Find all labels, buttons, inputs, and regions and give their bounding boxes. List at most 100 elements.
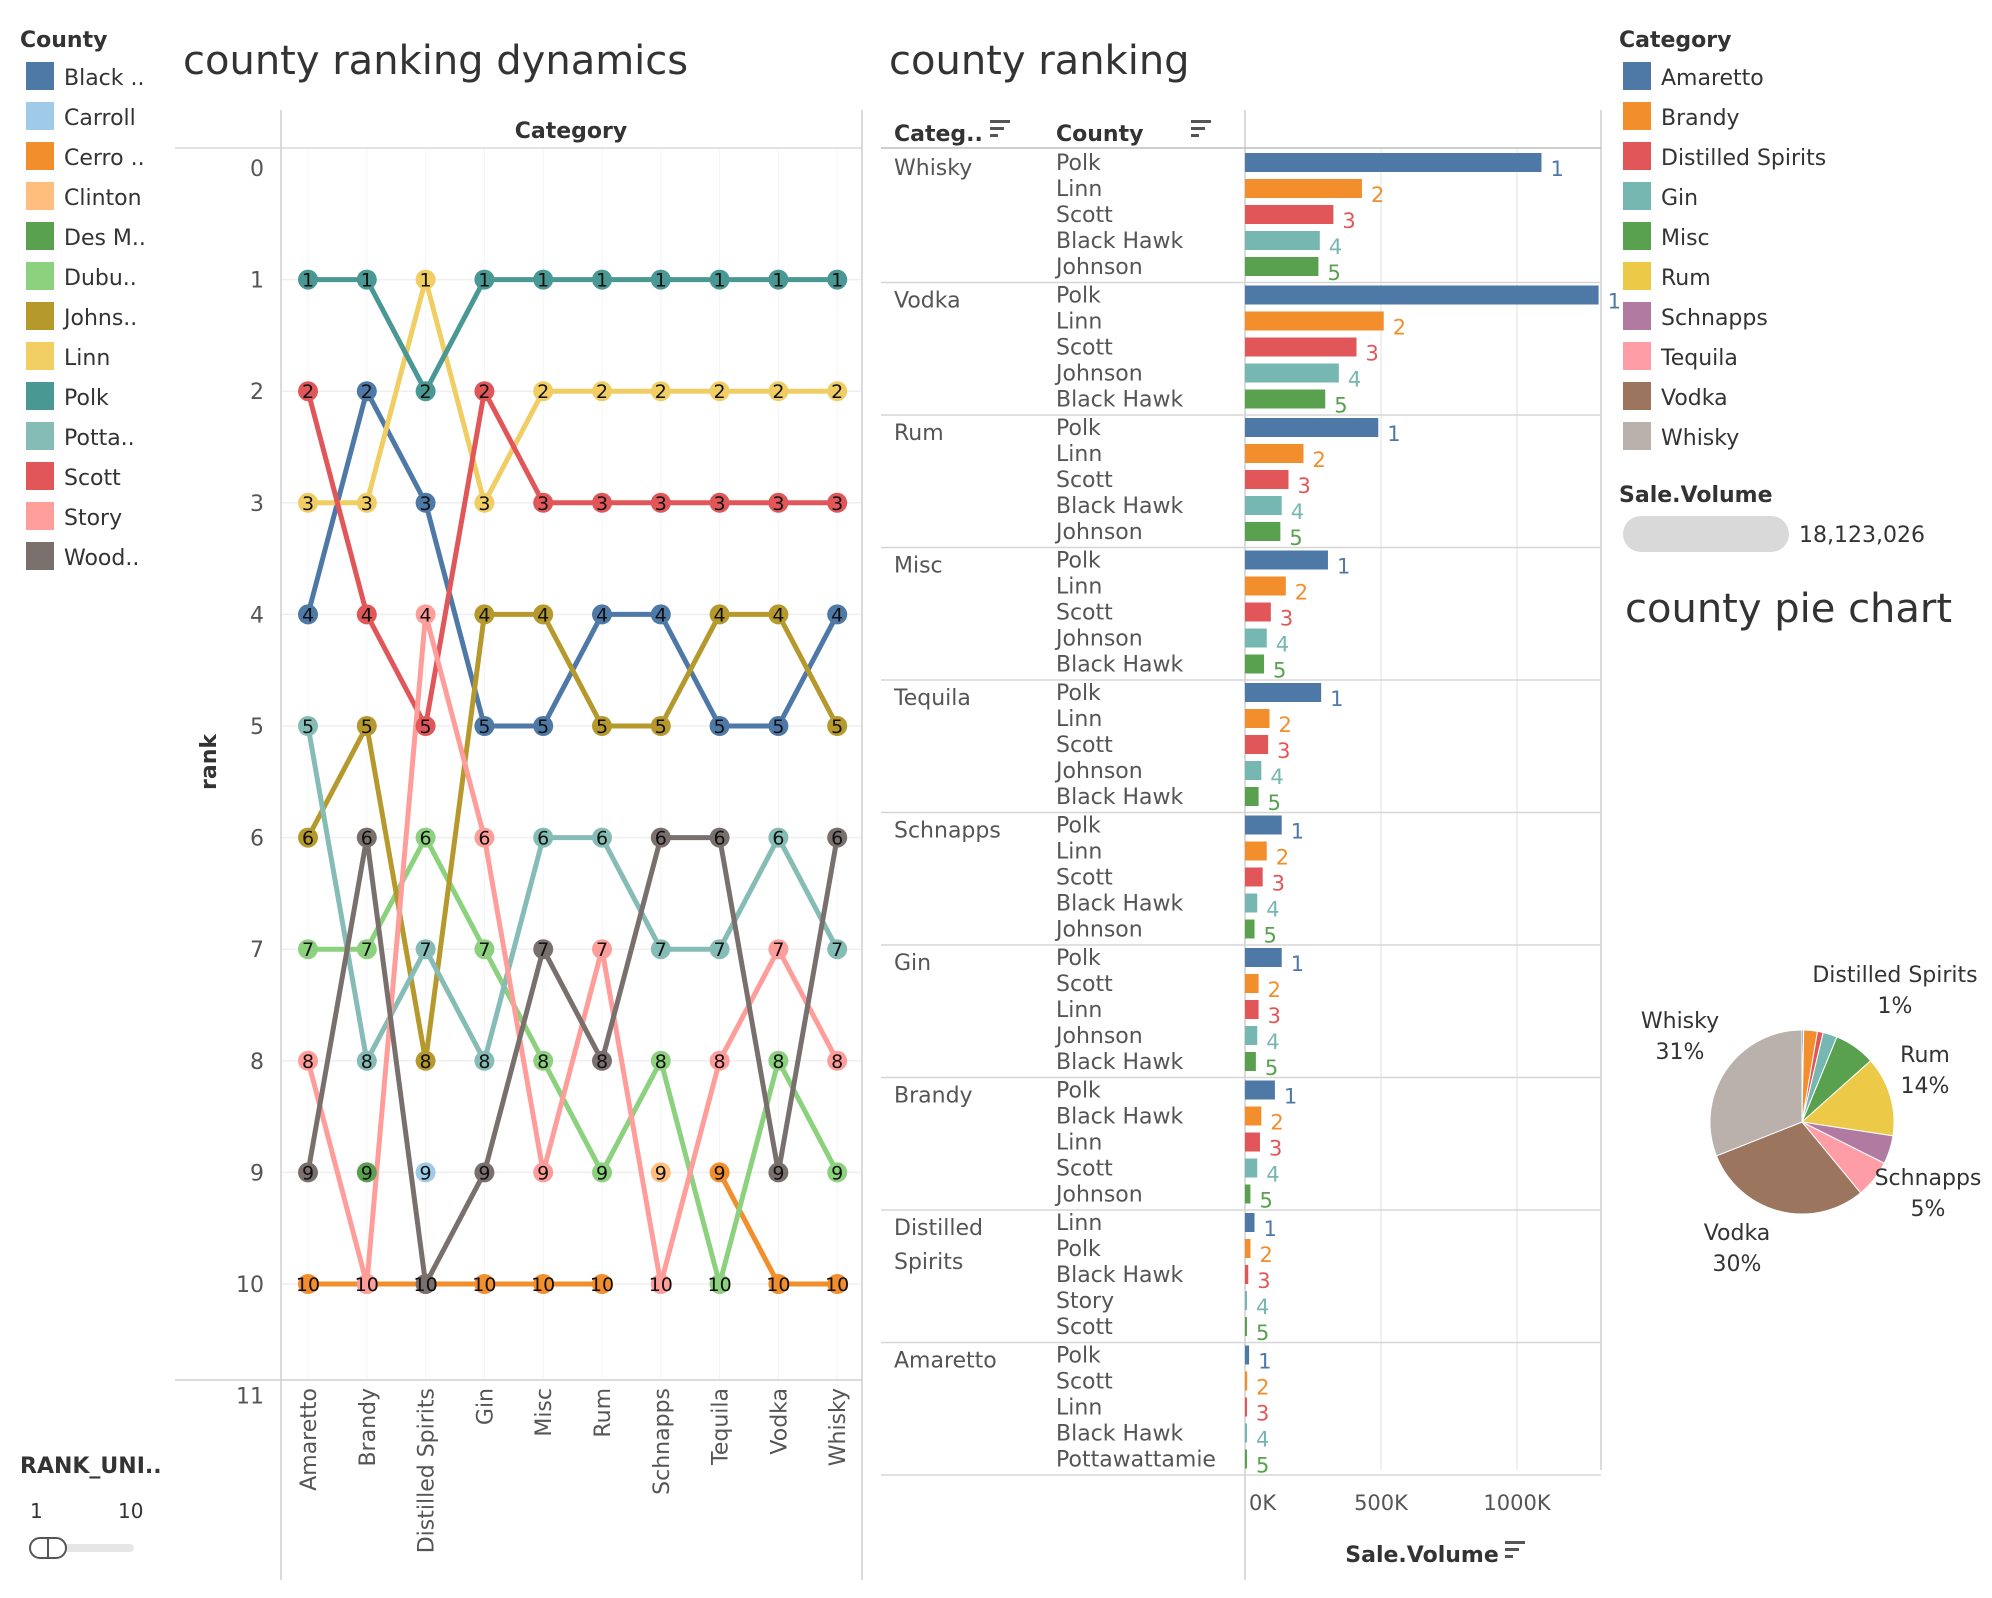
bar-mark[interactable]	[1245, 1158, 1258, 1178]
county-legend-swatch[interactable]	[26, 382, 54, 410]
bump-point-polk[interactable]	[533, 269, 554, 290]
bar-mark[interactable]	[1245, 1397, 1247, 1417]
bump-point-johns[interactable]	[356, 716, 377, 736]
bump-point-wood[interactable]	[415, 1274, 436, 1294]
bar-mark[interactable]	[1245, 654, 1265, 674]
bar-mark[interactable]	[1245, 231, 1320, 250]
county-legend-swatch[interactable]	[26, 262, 54, 290]
bump-point-potta[interactable]	[533, 827, 554, 848]
bump-point-polk[interactable]	[474, 269, 495, 290]
bump-point-wood[interactable]	[827, 827, 848, 848]
county-legend-swatch[interactable]	[26, 462, 54, 490]
bar-mark[interactable]	[1245, 389, 1326, 409]
bump-point-clinton[interactable]	[650, 1162, 671, 1183]
county-legend-swatch[interactable]	[26, 302, 54, 330]
bar-mark[interactable]	[1245, 1026, 1258, 1045]
bump-point-story[interactable]	[827, 1050, 848, 1071]
bump-point-linn[interactable]	[533, 381, 554, 402]
bump-point-scott[interactable]	[298, 381, 318, 402]
bump-point-scott[interactable]	[533, 492, 554, 513]
bump-point-linn[interactable]	[474, 492, 495, 513]
county-legend-label[interactable]: Johns..	[62, 306, 137, 331]
bump-point-scott[interactable]	[356, 604, 377, 625]
bump-point-linn[interactable]	[709, 381, 730, 402]
bump-point-dubu[interactable]	[709, 1274, 730, 1294]
bump-point-cerro[interactable]	[298, 1274, 318, 1294]
bump-point-dubu[interactable]	[415, 827, 436, 848]
bump-point-johns[interactable]	[768, 604, 789, 625]
bar-mark[interactable]	[1245, 709, 1270, 728]
bar-mark[interactable]	[1245, 444, 1304, 463]
county-legend-swatch[interactable]	[26, 222, 54, 250]
bump-point-story[interactable]	[650, 1274, 671, 1294]
bump-point-linn[interactable]	[827, 381, 848, 402]
bump-point-potta[interactable]	[592, 827, 612, 848]
category-legend-label[interactable]: Distilled Spirits	[1661, 146, 1826, 171]
bump-point-wood[interactable]	[592, 1050, 612, 1071]
bar-mark[interactable]	[1245, 815, 1282, 835]
county-legend-swatch[interactable]	[26, 342, 54, 370]
bar-mark[interactable]	[1245, 311, 1384, 331]
bump-point-polk[interactable]	[415, 381, 436, 402]
bump-point-johns[interactable]	[533, 604, 554, 625]
bump-point-wood[interactable]	[533, 939, 554, 960]
category-legend-label[interactable]: Brandy	[1661, 106, 1740, 131]
bump-point-johns[interactable]	[827, 716, 848, 736]
pie-slice-vodka[interactable]	[1715, 1121, 1862, 1215]
bump-point-cerro[interactable]	[592, 1274, 612, 1294]
bar-mark[interactable]	[1245, 948, 1282, 967]
bump-point-cerro[interactable]	[474, 1274, 495, 1294]
category-legend-label[interactable]: Amaretto	[1661, 66, 1764, 91]
category-legend-swatch[interactable]	[1623, 422, 1651, 450]
category-legend-swatch[interactable]	[1623, 382, 1651, 410]
sort-icon[interactable]	[1505, 1541, 1525, 1558]
bump-point-black[interactable]	[592, 604, 612, 625]
county-legend-label[interactable]: Clinton	[64, 186, 142, 211]
bar-mark[interactable]	[1245, 1371, 1248, 1391]
county-legend-swatch[interactable]	[26, 502, 54, 530]
bump-point-cerro[interactable]	[768, 1274, 789, 1294]
bar-mark[interactable]	[1245, 205, 1334, 224]
bump-point-story[interactable]	[415, 604, 436, 625]
category-legend-swatch[interactable]	[1623, 302, 1651, 330]
bar-mark[interactable]	[1245, 418, 1379, 437]
county-legend-label[interactable]: Linn	[64, 346, 110, 371]
category-legend-label[interactable]: Whisky	[1661, 426, 1739, 451]
county-legend-swatch[interactable]	[26, 182, 54, 210]
bar-mark[interactable]	[1245, 363, 1339, 383]
bump-point-black[interactable]	[827, 604, 848, 625]
bar-mark[interactable]	[1245, 602, 1271, 622]
bar-mark[interactable]	[1245, 1239, 1251, 1258]
bump-point-dubu[interactable]	[533, 1050, 554, 1071]
pie-slice-whisky[interactable]	[1709, 1029, 1803, 1157]
county-legend-label[interactable]: Des M..	[64, 226, 146, 251]
bump-point-johns[interactable]	[474, 604, 495, 625]
bar-mark[interactable]	[1245, 1052, 1256, 1071]
bump-point-dubu[interactable]	[650, 1050, 671, 1071]
bump-point-polk[interactable]	[768, 269, 789, 290]
county-legend-label[interactable]: Scott	[64, 466, 121, 491]
bar-mark[interactable]	[1245, 576, 1286, 596]
bump-point-scott[interactable]	[474, 381, 495, 402]
bump-point-dubu[interactable]	[827, 1162, 848, 1183]
bump-point-story[interactable]	[298, 1050, 318, 1071]
bar-mark[interactable]	[1245, 153, 1542, 172]
bump-point-johns[interactable]	[592, 716, 612, 736]
bump-point-wood[interactable]	[298, 1162, 318, 1183]
county-legend-swatch[interactable]	[26, 422, 54, 450]
bar-mark[interactable]	[1245, 496, 1282, 515]
county-legend-label[interactable]: Story	[64, 506, 122, 531]
bar-mark[interactable]	[1245, 787, 1259, 806]
bump-point-johns[interactable]	[298, 827, 318, 848]
category-legend-swatch[interactable]	[1623, 342, 1651, 370]
category-legend-swatch[interactable]	[1623, 222, 1651, 250]
bump-point-scott[interactable]	[592, 492, 612, 513]
bump-point-scott[interactable]	[768, 492, 789, 513]
bump-point-potta[interactable]	[709, 939, 730, 960]
bump-point-cerro[interactable]	[827, 1274, 848, 1294]
bump-point-cerro[interactable]	[709, 1162, 730, 1183]
county-legend-label[interactable]: Black ..	[64, 66, 145, 91]
bar-mark[interactable]	[1245, 1106, 1262, 1126]
county-legend-label[interactable]: Wood..	[64, 546, 139, 571]
bump-point-potta[interactable]	[768, 827, 789, 848]
